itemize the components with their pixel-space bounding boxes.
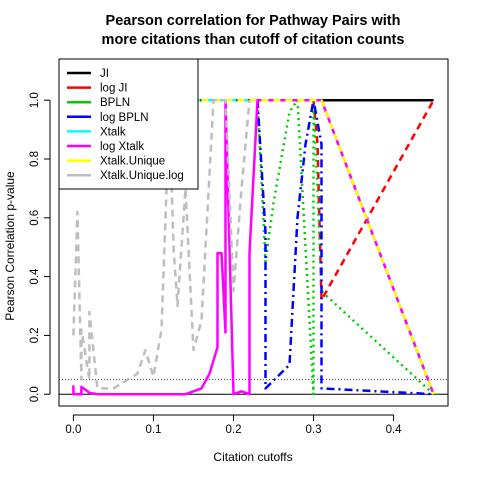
chart-title-line-1: Pearson correlation for Pathway Pairs wi… [106,13,401,29]
x-tick-label: 0.2 [225,424,241,436]
x-tick-label: 0.4 [386,424,403,436]
x-tick-label: 0.1 [145,424,161,436]
legend-label-log-bpln: log BPLN [100,112,149,124]
legend-label-log-ji: log JI [100,83,128,95]
series-line-log-xtalk [72,98,435,396]
y-tick-label: 0.2 [29,327,41,343]
plot-frame [58,58,449,407]
series-line-xtalk-unique [153,98,435,395]
chart-title-line-2: more citations than cutoff of citation c… [102,32,405,48]
series-line-log-ji [312,99,435,302]
x-tick-label: 0.3 [306,424,322,436]
legend-box [58,58,199,190]
series-line-xtalk-unique-log [72,98,251,390]
y-tick-label: 0.8 [29,151,41,167]
y-tick-label: 0.0 [29,386,41,402]
legend-label-bpln: BPLN [100,97,130,109]
legend: JI log JI BPLN log BPLN Xtalk log Xtalk Xtalk.… [58,58,199,190]
legend-label-xtalk: Xtalk [100,126,126,138]
y-axis-label: Pearson Correlation p-value [3,171,17,321]
y-tick-label: 0.6 [29,210,41,226]
x-tick-label: 0.0 [65,424,81,436]
y-tick-label: 1.0 [29,92,41,108]
x-axis-label: Citation cutoffs [213,450,292,464]
legend-label-xtalk-unique: Xtalk.Unique [100,156,165,168]
x-axis: 0.0 0.1 0.2 0.3 0.4 [65,414,403,436]
y-axis: 0.0 0.2 0.4 0.6 0.8 1.0 [29,92,51,402]
series-line-log-bpln [256,98,434,396]
legend-label-xtalk-unique-log: Xtalk.Unique.log [100,170,184,182]
y-tick-label: 0.4 [29,268,41,285]
legend-label-ji: JI [100,68,109,80]
legend-label-log-xtalk: log Xtalk [100,141,144,153]
